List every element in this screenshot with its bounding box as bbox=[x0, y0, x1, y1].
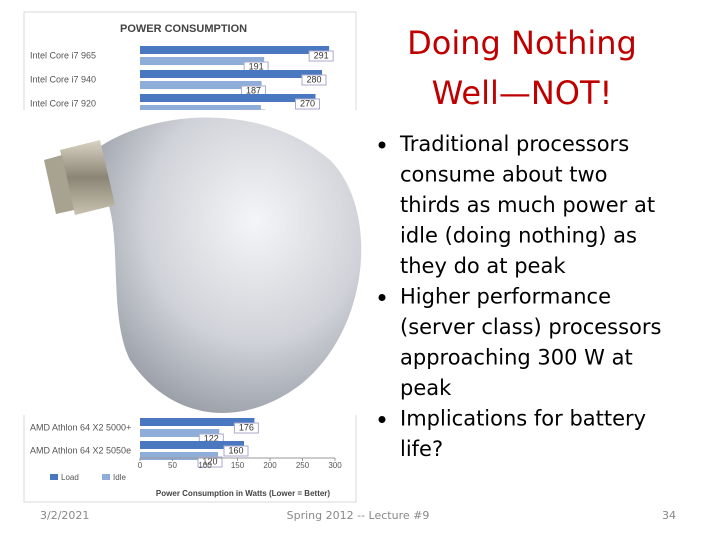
value-label: 120 bbox=[202, 456, 217, 466]
bulb-tip bbox=[44, 155, 74, 214]
value-label-box bbox=[223, 445, 249, 457]
slide-title: Well—NOT! bbox=[432, 74, 613, 112]
bullet-dot bbox=[378, 141, 386, 149]
category-label: Intel Core i7 940 bbox=[30, 74, 96, 84]
value-label: 187 bbox=[246, 85, 261, 95]
legend-swatch bbox=[50, 474, 58, 480]
bar bbox=[140, 46, 330, 54]
bar bbox=[140, 81, 262, 89]
legend-label: Idle bbox=[113, 473, 126, 482]
bullet-text: approaching 300 W at bbox=[400, 346, 633, 370]
bar bbox=[140, 429, 220, 437]
bar bbox=[140, 441, 244, 449]
bulb-image bbox=[20, 110, 365, 415]
value-label-box bbox=[295, 98, 320, 110]
page-number: 34 bbox=[662, 509, 676, 522]
bulb-base bbox=[60, 140, 115, 215]
value-label-box bbox=[301, 74, 327, 86]
value-label: 122 bbox=[204, 433, 219, 443]
footer-date: 3/2/2021 bbox=[40, 509, 89, 522]
bullet-text: life? bbox=[400, 437, 443, 461]
value-label: 176 bbox=[239, 422, 254, 432]
category-label: Intel Core i7 920 bbox=[30, 98, 96, 108]
category-label: Intel Core i7 965 bbox=[30, 50, 96, 60]
value-label: 280 bbox=[306, 74, 321, 84]
bar bbox=[140, 70, 322, 78]
bullet-text: peak bbox=[400, 376, 452, 400]
x-tick-label: 200 bbox=[263, 461, 277, 470]
category-label: AMD Athlon 64 X2 5000+ bbox=[30, 422, 131, 432]
bullet-dot bbox=[378, 294, 386, 301]
footer-center: Spring 2012 -- Lecture #9 bbox=[287, 509, 430, 522]
x-tick-label: 0 bbox=[138, 461, 143, 470]
bullet-dot bbox=[378, 416, 386, 423]
value-label-box bbox=[308, 50, 334, 62]
bullet-text: Higher performance bbox=[400, 285, 611, 309]
value-label: 291 bbox=[314, 50, 329, 60]
chart: POWER CONSUMPTION Intel Core i7 965 291 19… bbox=[30, 23, 342, 498]
bullet-text: they do at peak bbox=[400, 254, 566, 278]
bar bbox=[140, 452, 218, 460]
value-label-box bbox=[197, 456, 223, 468]
legend-label: Load bbox=[61, 473, 79, 482]
legend-swatch bbox=[102, 474, 110, 480]
chart-title: POWER CONSUMPTION bbox=[120, 23, 247, 35]
x-axis-title: Power Consumption in Watts (Lower = Bett… bbox=[156, 489, 330, 498]
bullet-text: Traditional processors bbox=[399, 132, 629, 156]
value-label-box bbox=[233, 422, 259, 434]
x-tick-label: 150 bbox=[231, 461, 245, 470]
x-tick-label: 100 bbox=[198, 461, 212, 470]
bullet-text: (server class) processors bbox=[400, 315, 661, 339]
x-tick-label: 300 bbox=[328, 461, 342, 470]
bar bbox=[140, 94, 316, 102]
bar bbox=[140, 105, 261, 113]
value-label: 191 bbox=[249, 61, 264, 71]
bullet-text: Implications for battery bbox=[400, 407, 646, 431]
category-label: AMD Athlon 64 X2 5050e bbox=[30, 445, 131, 455]
slide-title: Doing Nothing bbox=[407, 24, 637, 62]
value-label: 270 bbox=[300, 98, 315, 108]
bar bbox=[140, 418, 255, 426]
bullet-text: thirds as much power at bbox=[400, 193, 655, 217]
bulb-globe bbox=[95, 117, 362, 413]
slide-text: Doing Nothing Well—NOT! Traditional proces… bbox=[40, 24, 676, 522]
bullet-text: idle (doing nothing) as bbox=[400, 224, 637, 248]
bar bbox=[140, 57, 265, 65]
value-label: 160 bbox=[228, 445, 243, 455]
x-tick-label: 50 bbox=[168, 461, 177, 470]
bullet-text: consume about two bbox=[400, 163, 608, 187]
x-tick-label: 250 bbox=[296, 461, 310, 470]
